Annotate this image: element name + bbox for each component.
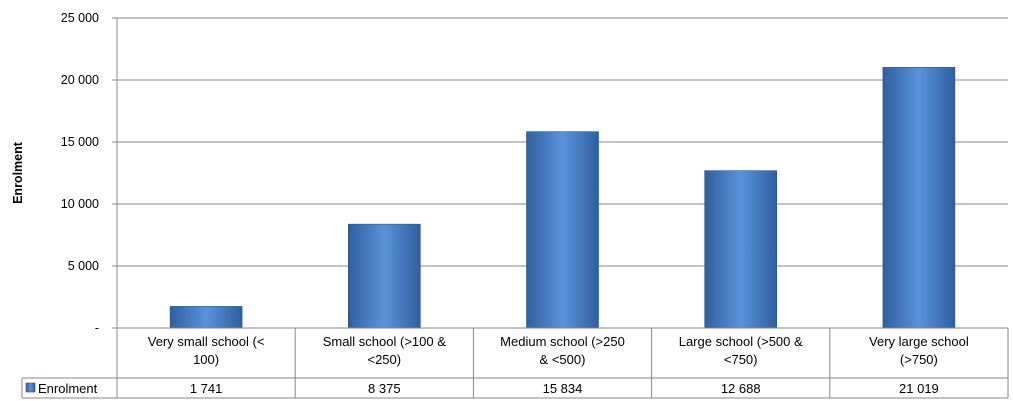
bar [704,170,778,329]
data-table-value: 21 019 [899,381,939,396]
y-axis-title: Enrolment [11,141,25,204]
data-table-value: 1 741 [190,381,223,396]
category-label: Large school (>500 & [679,334,803,349]
y-tick-label: - [95,321,99,335]
legend-label: Enrolment [38,381,98,396]
bar [526,131,599,329]
y-tick-label: 20 000 [61,73,99,87]
y-tick-label: 25 000 [61,11,99,25]
y-tick-label: 10 000 [61,197,99,211]
category-label: 100) [193,352,219,367]
category-label: <750) [724,352,758,367]
y-tick-label: 15 000 [61,135,99,149]
bar [347,223,421,329]
category-label: & <500) [540,352,586,367]
bar [169,306,243,329]
data-table-value: 15 834 [543,381,583,396]
category-label: Very small school (< [148,334,265,349]
bars [169,67,956,329]
data-table: Very small school (< 100) Small school (>1… [21,327,1009,399]
category-label: (>750) [900,352,938,367]
category-label: Small school (>100 & [323,334,447,349]
bar [882,67,956,329]
category-label: <250) [367,352,401,367]
data-table-value: 12 688 [721,381,761,396]
category-label: Very large school [869,334,969,349]
category-label: Medium school (>250 [500,334,625,349]
data-table-value: 8 375 [368,381,401,396]
y-tick-label: 5 000 [68,259,99,273]
legend-swatch [25,382,36,393]
axes: - 5 000 10 000 15 000 20 000 25 000 [61,11,118,398]
